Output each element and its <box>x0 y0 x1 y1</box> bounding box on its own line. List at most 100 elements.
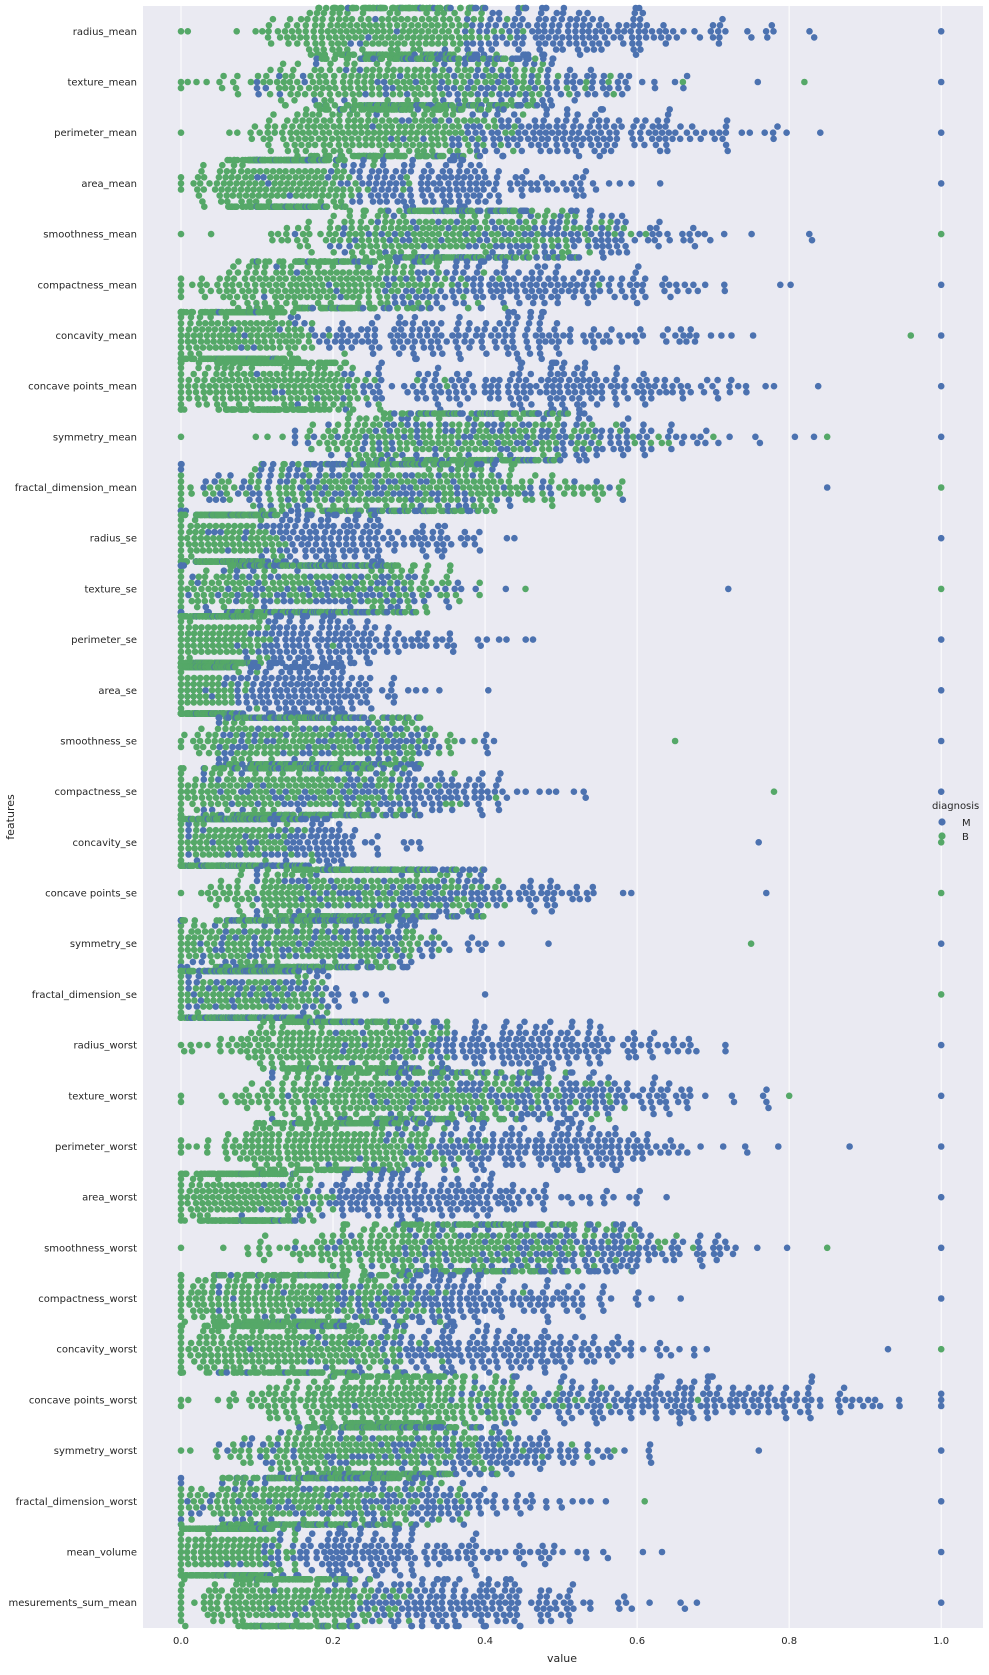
point-malignant <box>432 370 440 378</box>
point-malignant <box>697 135 704 143</box>
point-benign <box>384 97 391 104</box>
point-malignant <box>486 192 494 199</box>
point-benign <box>201 370 209 378</box>
point-benign <box>375 275 383 283</box>
point-malignant <box>571 97 578 104</box>
point-benign <box>448 439 455 447</box>
point-benign <box>554 236 562 244</box>
point-malignant <box>652 129 659 136</box>
point-malignant <box>375 439 383 447</box>
point-malignant <box>299 72 307 80</box>
point-malignant <box>590 338 597 345</box>
point-benign <box>342 15 350 23</box>
point-benign <box>313 9 321 17</box>
point-benign <box>534 230 541 238</box>
point-malignant <box>428 269 435 276</box>
point-malignant <box>541 242 548 250</box>
point-malignant <box>525 55 532 62</box>
point-malignant <box>639 395 646 402</box>
point-malignant <box>378 359 386 367</box>
point-malignant <box>618 236 625 244</box>
point-benign <box>253 388 260 396</box>
point-malignant <box>665 34 672 41</box>
point-benign <box>284 293 292 301</box>
point-malignant <box>378 230 386 238</box>
point-malignant <box>420 344 428 351</box>
point-benign <box>224 326 231 333</box>
point-malignant <box>513 242 520 250</box>
point-benign <box>194 395 201 402</box>
point-malignant <box>669 382 676 390</box>
point-malignant <box>538 174 546 181</box>
point-benign <box>344 55 352 62</box>
point-benign <box>358 236 366 244</box>
point-benign <box>339 269 347 276</box>
point-benign <box>511 236 519 244</box>
point-malignant <box>553 344 560 351</box>
point-benign <box>496 275 503 283</box>
point-benign <box>192 388 200 396</box>
point-malignant <box>442 161 450 169</box>
point-malignant <box>587 230 595 238</box>
point-benign <box>425 236 432 244</box>
point-benign <box>184 338 192 345</box>
point-benign <box>381 410 389 417</box>
point-benign <box>329 236 337 244</box>
point-benign <box>244 186 251 193</box>
point-benign <box>498 28 506 35</box>
point-benign <box>294 236 301 244</box>
point-malignant <box>580 401 587 408</box>
point-benign <box>346 111 354 118</box>
point-benign <box>305 281 313 289</box>
point-benign <box>353 376 361 384</box>
point-benign <box>285 40 292 47</box>
point-benign <box>260 135 268 143</box>
point-malignant <box>526 350 534 358</box>
point-benign <box>305 129 313 136</box>
point-benign <box>316 382 324 390</box>
point-malignant <box>622 78 629 86</box>
point-benign <box>234 320 242 327</box>
point-malignant <box>448 287 456 295</box>
point-malignant <box>622 218 629 226</box>
point-malignant <box>599 212 606 220</box>
point-benign <box>373 236 380 244</box>
point-benign <box>449 230 457 238</box>
point-benign <box>216 376 223 384</box>
point-malignant <box>399 293 406 301</box>
point-benign <box>339 34 346 41</box>
point-malignant <box>639 123 646 130</box>
point-benign <box>185 326 193 333</box>
point-malignant <box>255 90 262 98</box>
point-benign <box>372 34 379 41</box>
point-benign <box>403 445 411 453</box>
point-malignant <box>469 382 477 390</box>
point-malignant <box>532 123 540 130</box>
point-malignant <box>324 174 332 181</box>
point-benign <box>428 439 436 447</box>
point-malignant <box>546 230 554 238</box>
point-benign <box>234 370 241 378</box>
point-benign <box>461 135 469 143</box>
point-benign <box>317 28 325 35</box>
point-benign <box>260 370 267 378</box>
point-benign <box>286 78 294 86</box>
point-benign <box>346 230 353 238</box>
point-malignant <box>687 236 694 244</box>
point-benign <box>247 332 255 339</box>
point-benign <box>320 370 328 378</box>
point-malignant <box>680 236 687 244</box>
point-malignant <box>577 382 584 390</box>
point-malignant <box>667 293 674 301</box>
point-benign <box>327 22 334 29</box>
point-malignant <box>518 123 525 130</box>
point-malignant <box>607 147 615 155</box>
point-benign <box>435 34 443 41</box>
point-benign <box>229 168 237 175</box>
point-malignant <box>442 421 449 429</box>
point-malignant <box>461 338 468 345</box>
point-malignant <box>559 395 567 402</box>
point-benign <box>454 433 462 441</box>
point-malignant <box>372 15 379 23</box>
point-malignant <box>356 174 363 181</box>
